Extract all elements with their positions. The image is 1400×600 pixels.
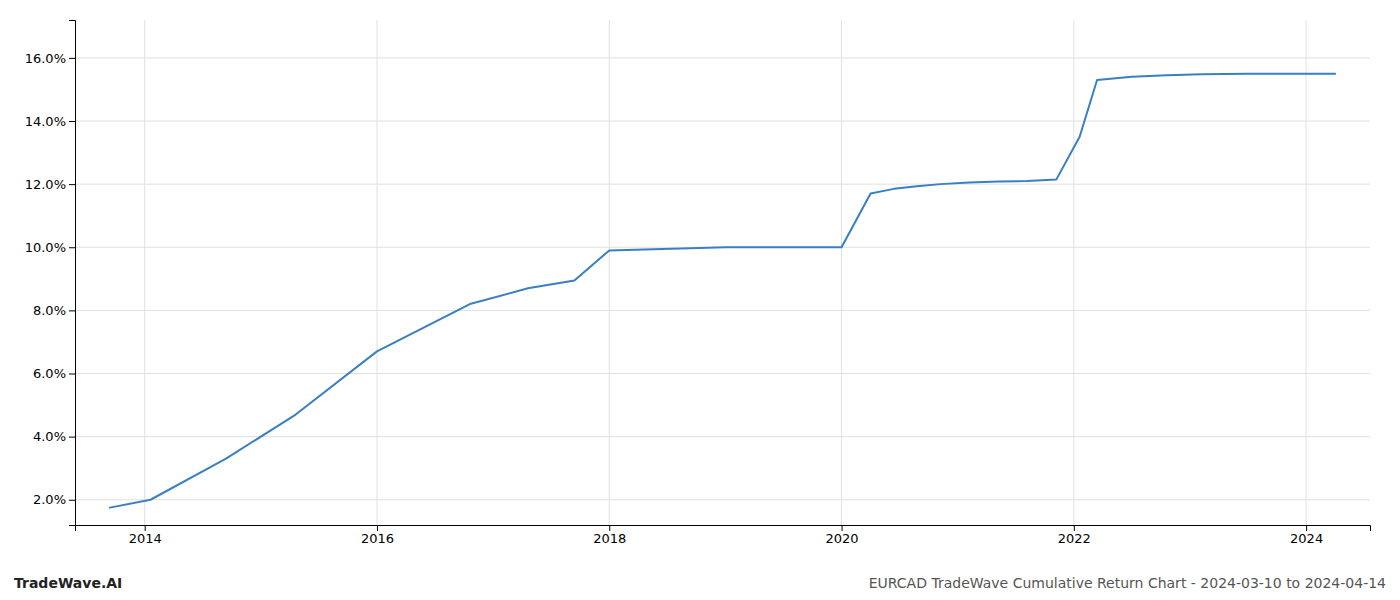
grid-line-x bbox=[841, 20, 842, 525]
x-tick-mark bbox=[609, 525, 610, 531]
grid bbox=[75, 20, 1370, 525]
y-tick-label: 10.0% bbox=[25, 240, 66, 255]
y-tick-label: 8.0% bbox=[33, 303, 66, 318]
x-tick: 2024 bbox=[1290, 525, 1323, 546]
y-tick-mark bbox=[69, 437, 75, 438]
watermark: TradeWave.AI bbox=[14, 575, 122, 591]
grid-line-y bbox=[75, 310, 1370, 311]
x-tick: 2018 bbox=[593, 525, 626, 546]
y-tick: 14.0% bbox=[25, 114, 75, 129]
grid-line-y bbox=[75, 184, 1370, 185]
title: EURCAD TradeWave Cumulative Return Chart… bbox=[869, 575, 1386, 591]
y-tick-mark bbox=[69, 374, 75, 375]
grid-line-y bbox=[75, 436, 1370, 437]
grid-line-x bbox=[1306, 20, 1307, 525]
x-tick-mark bbox=[842, 525, 843, 531]
y-tick-label: 16.0% bbox=[25, 51, 66, 66]
x-tick-label: 2014 bbox=[129, 531, 162, 546]
x-tick: 2022 bbox=[1058, 525, 1091, 546]
y-tick: 10.0% bbox=[25, 240, 75, 255]
grid-line-y bbox=[75, 373, 1370, 374]
x-tick-label: 2016 bbox=[361, 531, 394, 546]
x-tick-mark bbox=[145, 525, 146, 531]
x-tick-label: 2022 bbox=[1058, 531, 1091, 546]
y-tick: 2.0% bbox=[33, 492, 75, 507]
x-tick-mark bbox=[1306, 525, 1307, 531]
y-axis: 2.0% 4.0% 6.0% 8.0% 10.0% 12.0% 14.0% 16.0% bbox=[25, 21, 76, 526]
x-tick-label: 2024 bbox=[1290, 531, 1323, 546]
x-tick: 2014 bbox=[129, 525, 162, 546]
y-tick-label: 2.0% bbox=[33, 492, 66, 507]
axis-line bbox=[76, 526, 1371, 532]
y-tick: 6.0% bbox=[33, 366, 75, 381]
y-tick-mark bbox=[69, 58, 75, 59]
grid-line-x bbox=[376, 20, 377, 525]
grid-line-y bbox=[75, 121, 1370, 122]
x-tick-label: 2018 bbox=[593, 531, 626, 546]
grid-line-y bbox=[75, 57, 1370, 58]
y-tick-mark bbox=[69, 247, 75, 248]
y-tick-mark bbox=[69, 121, 75, 122]
x-tick: 2020 bbox=[826, 525, 859, 546]
grid-line-x bbox=[609, 20, 610, 525]
y-tick-mark bbox=[69, 310, 75, 311]
x-tick-mark bbox=[377, 525, 378, 531]
x-tick-label: 2020 bbox=[826, 531, 859, 546]
x-tick: 2016 bbox=[361, 525, 394, 546]
y-tick-mark bbox=[69, 500, 75, 501]
y-tick-label: 6.0% bbox=[33, 366, 66, 381]
y-tick-label: 12.0% bbox=[25, 177, 66, 192]
grid-line-x bbox=[144, 20, 145, 525]
y-tick: 16.0% bbox=[25, 51, 75, 66]
plot: 2014 2016 2018 2020 2022 2024 2.0% 4.0% 6.0% 8.0%… bbox=[25, 20, 1371, 546]
marks bbox=[110, 74, 1335, 508]
y-tick: 4.0% bbox=[33, 429, 75, 444]
y-tick: 12.0% bbox=[25, 177, 75, 192]
x-axis: 2014 2016 2018 2020 2022 2024 bbox=[76, 525, 1371, 546]
y-tick: 8.0% bbox=[33, 303, 75, 318]
line bbox=[110, 74, 1335, 508]
chart-root: 2014 2016 2018 2020 2022 2024 2.0% 4.0% 6.0% 8.0%… bbox=[0, 0, 1400, 600]
grid-line-x bbox=[1073, 20, 1074, 525]
axis-line bbox=[69, 21, 76, 526]
x-tick-mark bbox=[1074, 525, 1075, 531]
grid-line-y bbox=[75, 499, 1370, 500]
y-tick-label: 4.0% bbox=[33, 429, 66, 444]
y-tick-mark bbox=[69, 184, 75, 185]
y-tick-label: 14.0% bbox=[25, 114, 66, 129]
